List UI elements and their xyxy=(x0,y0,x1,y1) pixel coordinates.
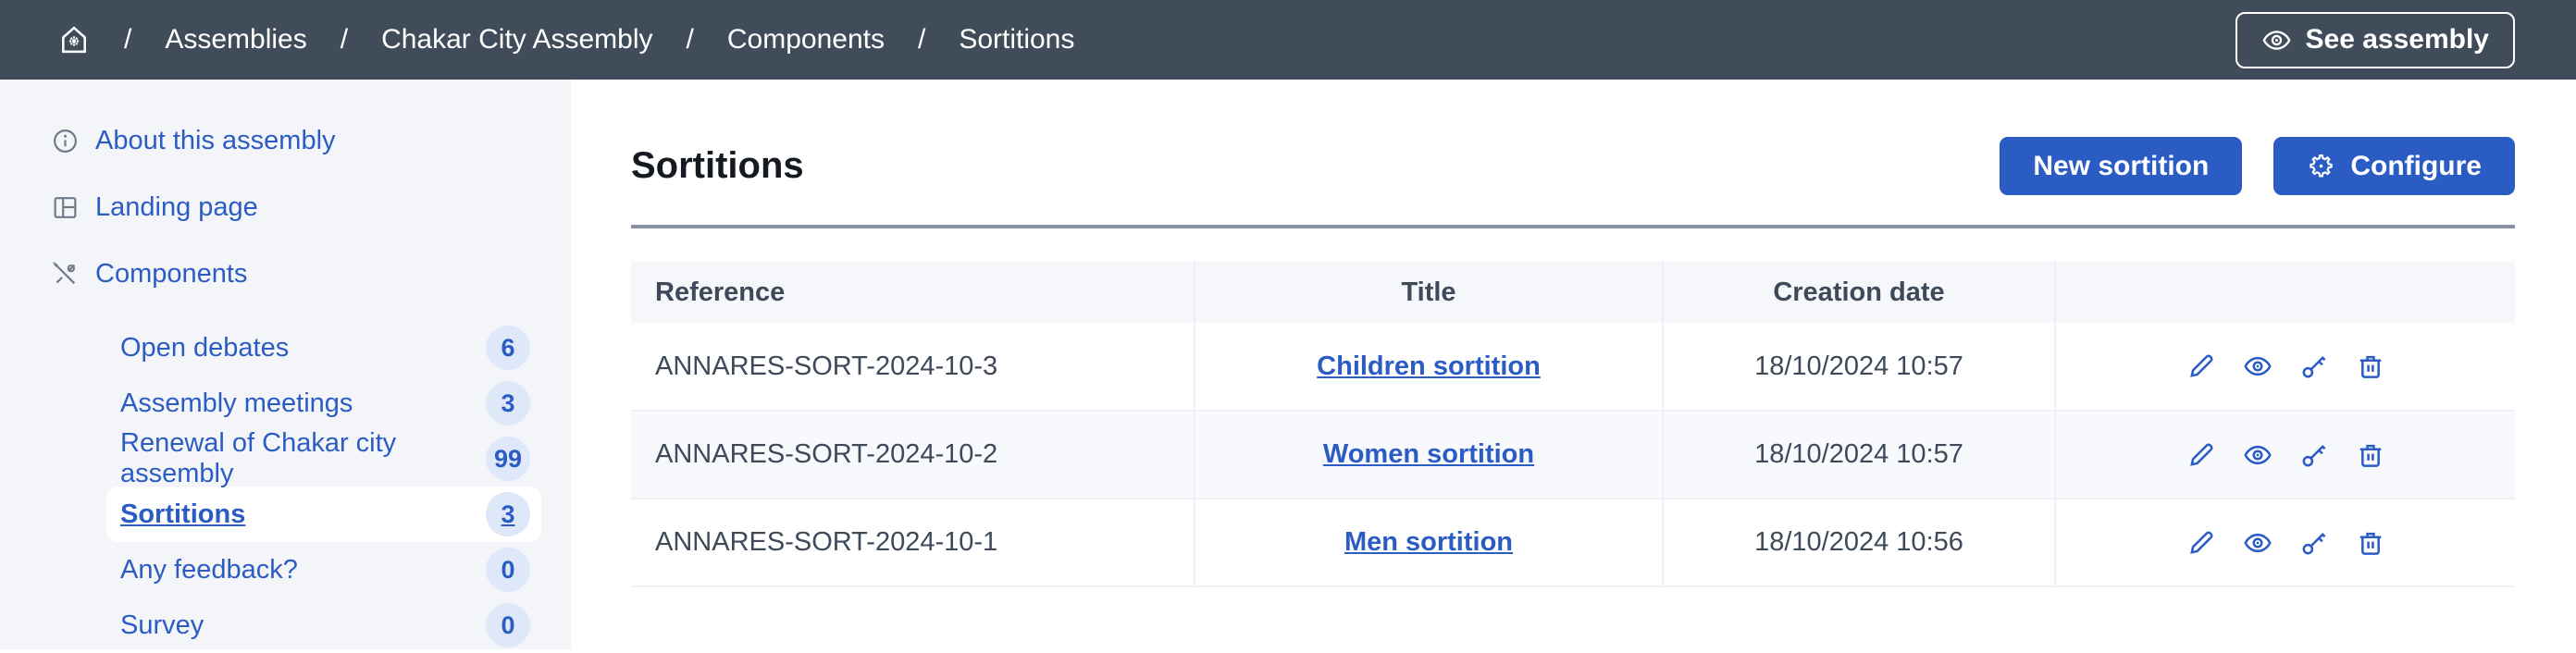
info-icon xyxy=(51,127,80,155)
column-header-creation-date: Creation date xyxy=(1663,262,2056,323)
sidebar-item-sortitions[interactable]: Sortitions 3 xyxy=(106,487,541,542)
see-assembly-label: See assembly xyxy=(2305,24,2489,55)
component-label: Assembly meetings xyxy=(120,388,353,418)
breadcrumb-assemblies[interactable]: Assemblies xyxy=(165,24,307,55)
delete-icon[interactable] xyxy=(2356,440,2385,470)
home-icon[interactable] xyxy=(57,23,91,56)
sidebar-item-open-debates[interactable]: Open debates 6 xyxy=(106,320,541,376)
table-row: ANNARES-SORT-2024-10-3 Children sortitio… xyxy=(631,323,2515,412)
page-title: Sortitions xyxy=(631,145,804,186)
main-content: Sortitions New sortition Configure Refer… xyxy=(571,80,2576,649)
sidebar-item-landing-page[interactable]: Landing page xyxy=(51,187,571,228)
breadcrumb-components[interactable]: Components xyxy=(726,24,885,55)
sidebar: About this assembly Landing page Compone… xyxy=(0,80,571,649)
sidebar-item-label: Components xyxy=(95,258,248,289)
layout-icon xyxy=(51,193,80,222)
count-badge: 3 xyxy=(486,492,530,536)
column-header-actions xyxy=(2055,262,2515,323)
breadcrumb-separator: / xyxy=(124,24,132,55)
breadcrumb-sortitions: Sortitions xyxy=(959,24,1075,55)
column-header-title: Title xyxy=(1195,262,1664,323)
components-list: Open debates 6 Assembly meetings 3 Renew… xyxy=(0,320,571,653)
permissions-key-icon[interactable] xyxy=(2299,528,2329,558)
reference-cell: ANNARES-SORT-2024-10-2 xyxy=(631,411,1195,499)
sidebar-item-label: About this assembly xyxy=(95,125,336,155)
edit-icon[interactable] xyxy=(2186,440,2216,470)
configure-button[interactable]: Configure xyxy=(2273,137,2515,195)
component-label: Sortitions xyxy=(120,499,246,529)
breadcrumb-separator: / xyxy=(917,24,926,55)
sortitions-table: Reference Title Creation date ANNARES-SO… xyxy=(631,262,2515,587)
creation-date-cell: 18/10/2024 10:56 xyxy=(1663,499,2056,587)
component-label: Renewal of Chakar city assembly xyxy=(120,428,397,488)
column-header-reference: Reference xyxy=(631,262,1195,323)
reference-cell: ANNARES-SORT-2024-10-1 xyxy=(631,499,1195,587)
new-sortition-label: New sortition xyxy=(2033,150,2210,181)
preview-icon[interactable] xyxy=(2243,351,2273,381)
creation-date-cell: 18/10/2024 10:57 xyxy=(1663,411,2056,499)
component-label: Survey xyxy=(120,610,204,640)
count-badge: 0 xyxy=(486,548,530,592)
sidebar-item-survey[interactable]: Survey 0 xyxy=(106,598,541,653)
preview-icon[interactable] xyxy=(2243,528,2273,558)
count-badge: 3 xyxy=(486,381,530,425)
sidebar-item-label: Landing page xyxy=(95,191,258,222)
reference-cell: ANNARES-SORT-2024-10-3 xyxy=(631,323,1195,412)
sidebar-item-any-feedback[interactable]: Any feedback? 0 xyxy=(106,542,541,598)
eye-icon xyxy=(2261,25,2292,55)
sidebar-item-renewal[interactable]: Renewal of Chakar city assembly 99 xyxy=(106,428,541,488)
sidebar-item-components[interactable]: Components xyxy=(51,253,571,294)
sortition-title-link[interactable]: Children sortition xyxy=(1317,351,1541,381)
see-assembly-button[interactable]: See assembly xyxy=(2235,11,2515,68)
delete-icon[interactable] xyxy=(2356,351,2385,381)
breadcrumb-separator: / xyxy=(340,24,349,55)
table-row: ANNARES-SORT-2024-10-2 Women sortition 1… xyxy=(631,411,2515,499)
permissions-key-icon[interactable] xyxy=(2299,351,2329,381)
sidebar-item-assembly-meetings[interactable]: Assembly meetings 3 xyxy=(106,376,541,431)
table-header-row: Reference Title Creation date xyxy=(631,262,2515,323)
breadcrumb: / Assemblies / Chakar City Assembly / Co… xyxy=(57,23,1074,56)
new-sortition-button[interactable]: New sortition xyxy=(2000,137,2243,195)
table-row: ANNARES-SORT-2024-10-1 Men sortition 18/… xyxy=(631,499,2515,587)
tools-icon xyxy=(51,260,80,289)
title-divider xyxy=(631,225,2515,228)
component-label: Any feedback? xyxy=(120,554,298,585)
admin-topbar: / Assemblies / Chakar City Assembly / Co… xyxy=(0,0,2576,80)
component-label: Open debates xyxy=(120,332,290,363)
gear-icon xyxy=(2307,152,2335,180)
preview-icon[interactable] xyxy=(2243,440,2273,470)
creation-date-cell: 18/10/2024 10:57 xyxy=(1663,323,2056,412)
configure-label: Configure xyxy=(2350,150,2482,181)
breadcrumb-assembly[interactable]: Chakar City Assembly xyxy=(381,24,653,55)
edit-icon[interactable] xyxy=(2186,351,2216,381)
count-badge: 0 xyxy=(486,603,530,647)
sortition-title-link[interactable]: Women sortition xyxy=(1322,439,1535,469)
breadcrumb-separator: / xyxy=(686,24,694,55)
sortition-title-link[interactable]: Men sortition xyxy=(1344,527,1514,557)
permissions-key-icon[interactable] xyxy=(2299,440,2329,470)
count-badge: 6 xyxy=(486,326,530,370)
delete-icon[interactable] xyxy=(2356,528,2385,558)
sidebar-item-about[interactable]: About this assembly xyxy=(51,120,571,161)
count-badge: 99 xyxy=(486,437,530,481)
edit-icon[interactable] xyxy=(2186,528,2216,558)
